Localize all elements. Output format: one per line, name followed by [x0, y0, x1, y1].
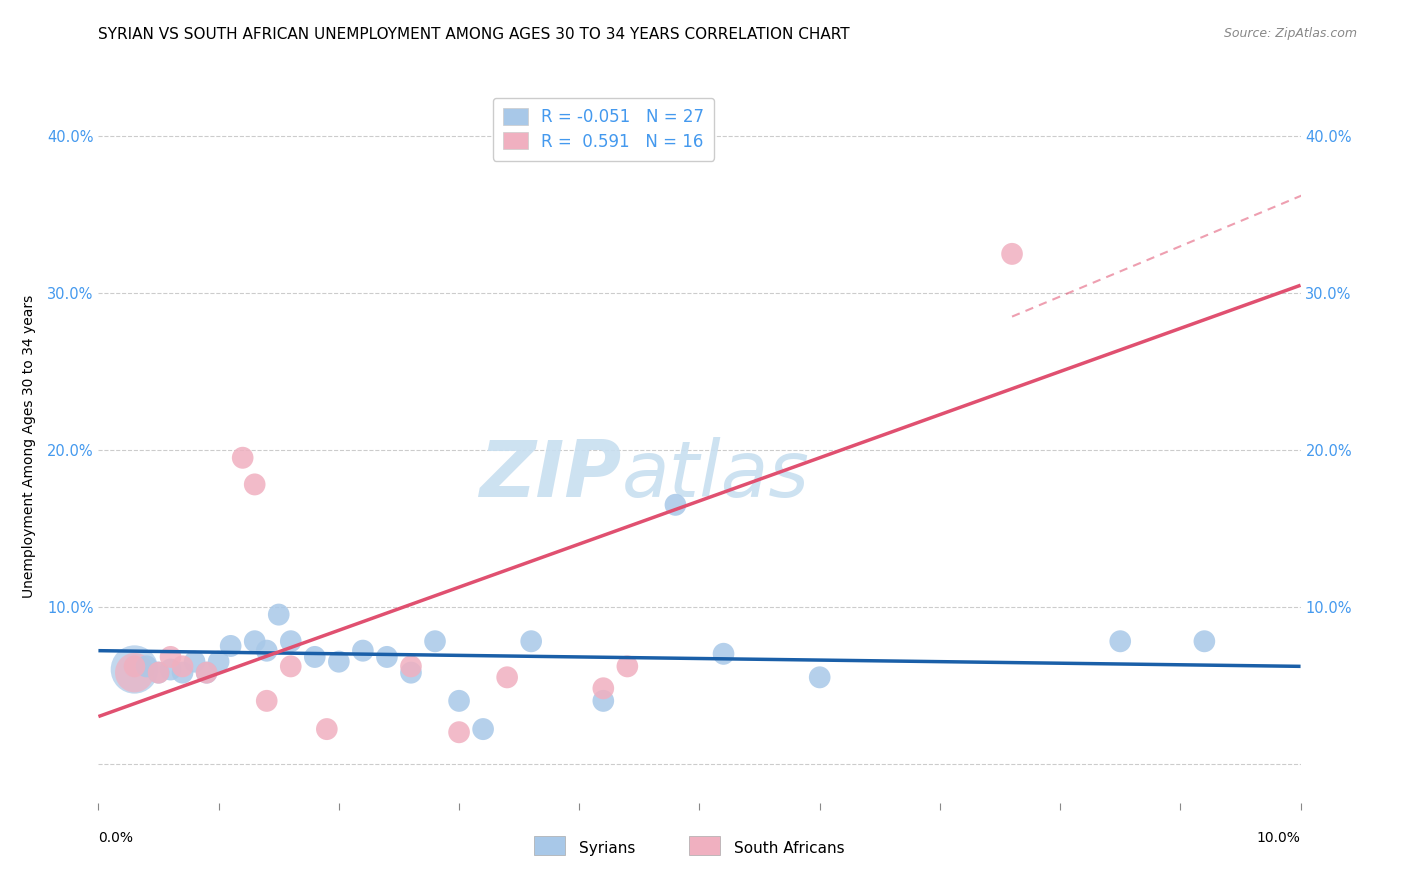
- Ellipse shape: [269, 604, 290, 625]
- Ellipse shape: [280, 631, 301, 652]
- Ellipse shape: [280, 656, 301, 677]
- Ellipse shape: [665, 494, 686, 516]
- Ellipse shape: [496, 666, 517, 689]
- Ellipse shape: [172, 656, 194, 677]
- Ellipse shape: [377, 646, 398, 668]
- Ellipse shape: [316, 718, 337, 740]
- Ellipse shape: [425, 631, 446, 652]
- Ellipse shape: [1001, 243, 1022, 265]
- Ellipse shape: [401, 656, 422, 677]
- Text: Source: ZipAtlas.com: Source: ZipAtlas.com: [1223, 27, 1357, 40]
- Ellipse shape: [160, 646, 181, 668]
- Ellipse shape: [115, 653, 155, 692]
- Ellipse shape: [256, 640, 277, 662]
- Text: ZIP: ZIP: [479, 436, 621, 513]
- Ellipse shape: [401, 662, 422, 683]
- Ellipse shape: [111, 645, 159, 694]
- Ellipse shape: [472, 718, 494, 740]
- Ellipse shape: [713, 643, 734, 665]
- Ellipse shape: [243, 631, 266, 652]
- Ellipse shape: [184, 650, 205, 673]
- Text: 10.0%: 10.0%: [1257, 831, 1301, 846]
- Ellipse shape: [219, 635, 242, 657]
- Ellipse shape: [243, 474, 266, 495]
- Ellipse shape: [304, 646, 326, 668]
- Ellipse shape: [352, 640, 374, 662]
- Legend: R = -0.051   N = 27, R =  0.591   N = 16: R = -0.051 N = 27, R = 0.591 N = 16: [492, 97, 714, 161]
- Ellipse shape: [172, 662, 194, 683]
- Ellipse shape: [232, 447, 253, 468]
- Ellipse shape: [592, 690, 614, 712]
- Ellipse shape: [520, 631, 541, 652]
- Ellipse shape: [195, 662, 218, 683]
- Ellipse shape: [617, 656, 638, 677]
- Ellipse shape: [256, 690, 277, 712]
- Y-axis label: Unemployment Among Ages 30 to 34 years: Unemployment Among Ages 30 to 34 years: [22, 294, 35, 598]
- Text: Syrians: Syrians: [579, 841, 636, 856]
- Ellipse shape: [124, 656, 145, 677]
- Ellipse shape: [1194, 631, 1215, 652]
- Ellipse shape: [208, 650, 229, 673]
- Text: 0.0%: 0.0%: [98, 831, 134, 846]
- Ellipse shape: [160, 658, 181, 681]
- Ellipse shape: [148, 662, 169, 683]
- Text: South Africans: South Africans: [734, 841, 845, 856]
- Ellipse shape: [449, 722, 470, 743]
- Ellipse shape: [328, 650, 350, 673]
- Ellipse shape: [592, 677, 614, 699]
- Text: SYRIAN VS SOUTH AFRICAN UNEMPLOYMENT AMONG AGES 30 TO 34 YEARS CORRELATION CHART: SYRIAN VS SOUTH AFRICAN UNEMPLOYMENT AMO…: [98, 27, 851, 42]
- Ellipse shape: [195, 662, 218, 683]
- Ellipse shape: [148, 662, 169, 683]
- Text: atlas: atlas: [621, 436, 810, 513]
- Ellipse shape: [1109, 631, 1130, 652]
- Ellipse shape: [449, 690, 470, 712]
- Ellipse shape: [808, 666, 831, 689]
- Ellipse shape: [136, 656, 157, 677]
